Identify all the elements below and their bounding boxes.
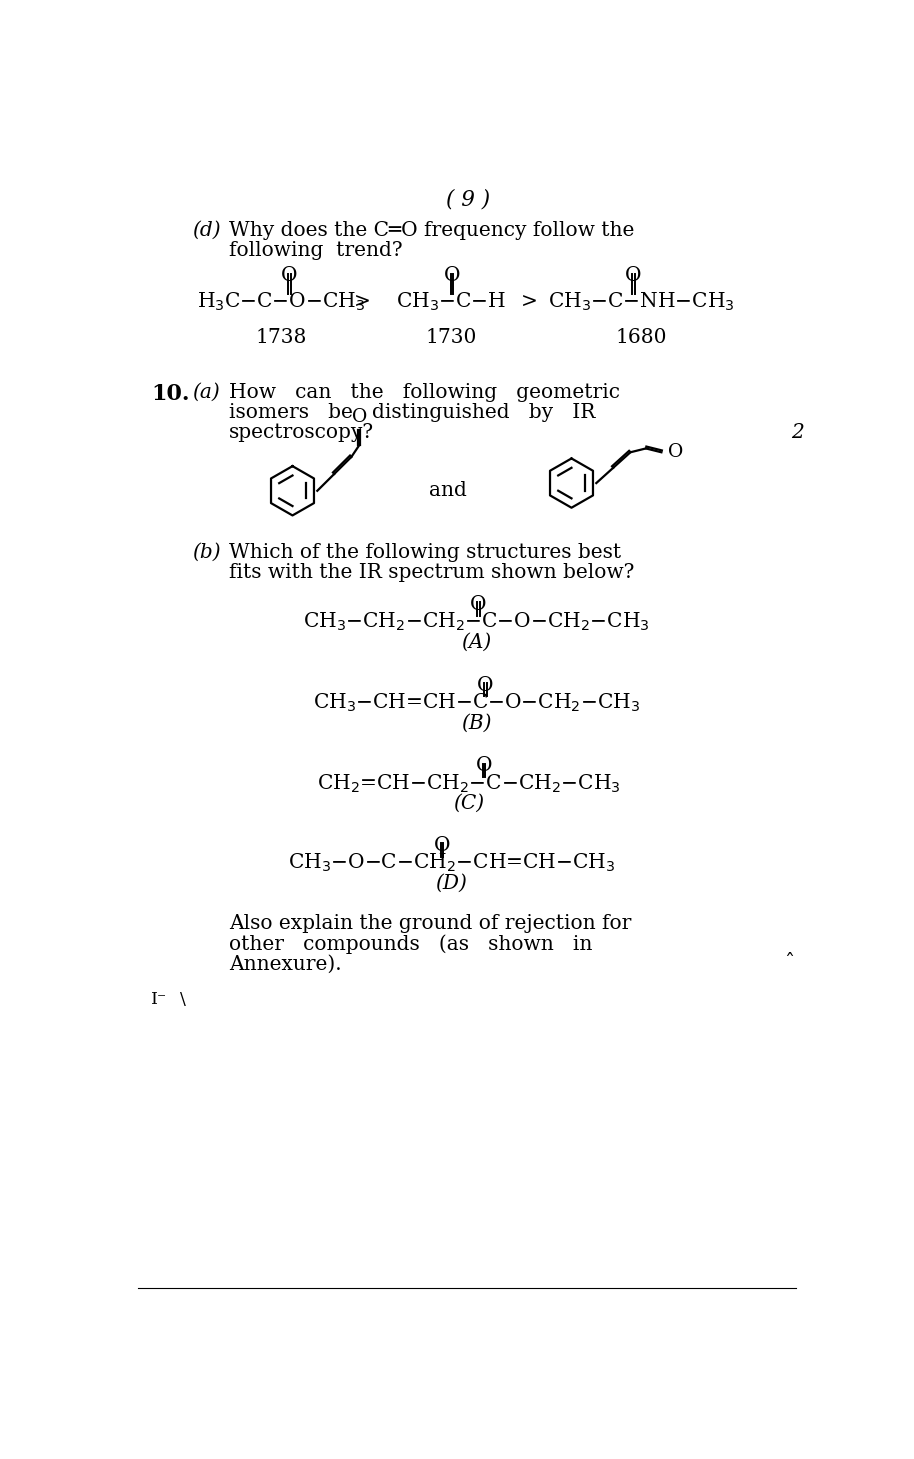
Text: \: \ [180,991,186,1008]
Text: following  trend?: following trend? [228,241,402,260]
Text: 1738: 1738 [255,327,306,347]
Text: 1730: 1730 [426,327,477,347]
Text: 2: 2 [792,423,804,442]
Text: Which of the following structures best: Which of the following structures best [228,543,622,562]
Text: Also explain the ground of rejection for: Also explain the ground of rejection for [228,915,632,934]
Text: O: O [434,836,451,855]
Text: ( 9 ): ( 9 ) [446,188,491,212]
Text: other   compounds   (as   shown   in: other compounds (as shown in [228,934,592,954]
Text: O: O [444,266,461,285]
Text: O: O [282,266,298,285]
Text: 1680: 1680 [615,327,667,347]
Text: H$_3$C$-$C$-$O$-$CH$_3$: H$_3$C$-$C$-$O$-$CH$_3$ [197,290,365,314]
Text: CH$_3$$-$O$-$C$-$CH$_2$$-$CH=CH$-$CH$_3$: CH$_3$$-$O$-$C$-$CH$_2$$-$CH=CH$-$CH$_3$ [288,852,615,874]
Text: (C): (C) [452,794,484,813]
Text: O: O [477,676,494,694]
Text: 10.: 10. [152,382,190,406]
Text: (D): (D) [435,874,467,893]
Text: CH$_3$$-$CH$_2$$-$CH$_2$$-$C$-$O$-$CH$_2$$-$CH$_3$: CH$_3$$-$CH$_2$$-$CH$_2$$-$C$-$O$-$CH$_2… [303,610,650,633]
Text: spectroscopy?: spectroscopy? [228,423,374,442]
Text: >: > [354,293,371,312]
Text: O: O [475,756,492,775]
Text: fits with the IR spectrum shown below?: fits with the IR spectrum shown below? [228,563,634,582]
Text: O: O [352,409,367,426]
Text: Annexure).: Annexure). [228,954,342,973]
Text: (A): (A) [461,632,492,652]
Text: (b): (b) [192,543,220,562]
Text: Why does the C═O frequency follow the: Why does the C═O frequency follow the [228,222,634,241]
Text: CH$_3$$-$C$-$H: CH$_3$$-$C$-$H [397,290,506,314]
Text: O: O [470,595,487,614]
Text: ˆ: ˆ [784,954,794,973]
Text: (B): (B) [461,713,492,732]
Text: >: > [520,293,537,312]
Text: CH$_2$=CH$-$CH$_2$$-$C$-$CH$_2$$-$CH$_3$: CH$_2$=CH$-$CH$_2$$-$C$-$CH$_2$$-$CH$_3$ [316,772,621,795]
Text: (d): (d) [192,222,220,241]
Text: O: O [625,266,642,285]
Text: CH$_3$$-$CH=CH$-$C$-$O$-$CH$_2$$-$CH$_3$: CH$_3$$-$CH=CH$-$C$-$O$-$CH$_2$$-$CH$_3$ [313,692,640,713]
Text: I⁻: I⁻ [152,991,167,1008]
Text: (a): (a) [192,382,219,403]
Text: How   can   the   following   geometric: How can the following geometric [228,382,620,403]
Text: CH$_3$$-$C$-$NH$-$CH$_3$: CH$_3$$-$C$-$NH$-$CH$_3$ [547,290,735,314]
Text: isomers   be   distinguished   by   IR: isomers be distinguished by IR [228,403,595,422]
Text: and: and [429,481,466,500]
Text: O: O [667,444,683,461]
